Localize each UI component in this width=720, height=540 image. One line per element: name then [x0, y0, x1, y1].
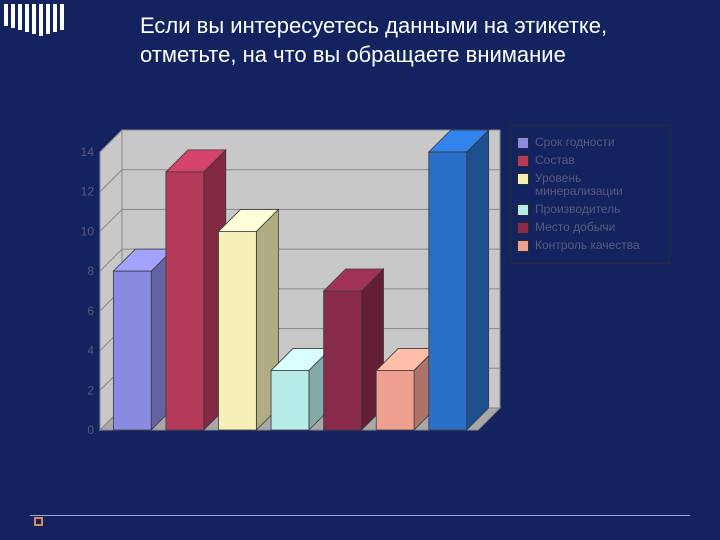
- legend-label: Место добычи: [535, 221, 615, 235]
- svg-text:12: 12: [81, 185, 95, 199]
- legend-item: Состав: [517, 154, 663, 168]
- legend-label: Контроль качества: [535, 239, 640, 253]
- legend-item: Место добычи: [517, 221, 663, 235]
- legend-swatch-icon: [517, 137, 529, 149]
- legend-item: Уровень минерализации: [517, 172, 663, 200]
- svg-text:4: 4: [87, 344, 94, 358]
- legend-item: Контроль качества: [517, 239, 663, 253]
- bar-chart-3d: 0 2 4 6 8 10 12 14: [40, 120, 510, 480]
- divider-line: [30, 515, 690, 516]
- slide-title: Если вы интересуетесь данными на этикетк…: [140, 12, 660, 69]
- slide-root: Если вы интересуетесь данными на этикетк…: [0, 0, 720, 540]
- legend-item: Срок годности: [517, 136, 663, 150]
- svg-text:14: 14: [81, 145, 95, 159]
- chart-area: 0 2 4 6 8 10 12 14 Срок годности Состав Уровень м…: [40, 120, 680, 500]
- svg-text:6: 6: [87, 304, 94, 318]
- legend-swatch-icon: [517, 240, 529, 252]
- legend-label: Производитель: [535, 203, 620, 217]
- svg-text:10: 10: [81, 224, 95, 238]
- svg-text:0: 0: [87, 423, 94, 437]
- legend-label: Срок годности: [535, 136, 615, 150]
- corner-bullet-icon: [34, 517, 43, 526]
- legend-item: Производитель: [517, 203, 663, 217]
- legend-swatch-icon: [517, 204, 529, 216]
- legend-swatch-icon: [517, 222, 529, 234]
- legend-swatch-icon: [517, 173, 529, 185]
- chart-legend: Срок годности Состав Уровень минерализации…: [510, 125, 670, 264]
- legend-label: Уровень минерализации: [535, 172, 663, 200]
- svg-text:8: 8: [87, 264, 94, 278]
- legend-swatch-icon: [517, 155, 529, 167]
- svg-text:2: 2: [87, 383, 94, 397]
- legend-label: Состав: [535, 154, 575, 168]
- corner-decoration: [4, 4, 64, 36]
